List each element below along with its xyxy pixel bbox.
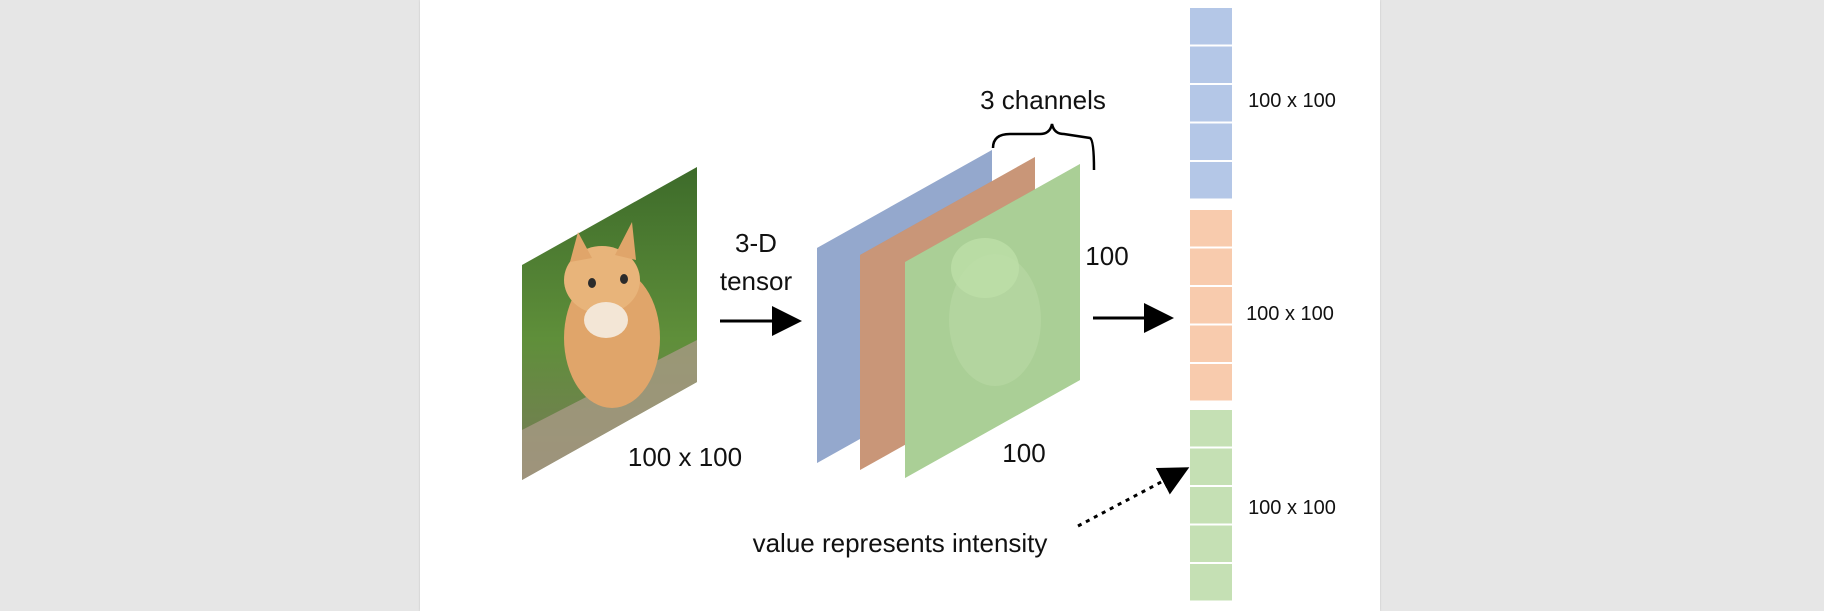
vector-cell-orange	[1190, 364, 1232, 401]
vector-block-label-green: 100 x 100	[1248, 497, 1336, 519]
vector-cell-green	[1190, 525, 1232, 562]
vector-cell-green	[1190, 410, 1232, 447]
vector-cell-orange	[1190, 287, 1232, 324]
kitten-image	[522, 167, 697, 480]
channels-brace	[991, 123, 1096, 171]
flattened-vector	[1190, 8, 1232, 601]
vector-cell-orange	[1190, 325, 1232, 362]
dimension-right-label: 100	[1085, 241, 1128, 271]
vector-cell-blue	[1190, 8, 1232, 45]
channels-label: 3 channels	[980, 85, 1106, 115]
vector-block-label-orange: 100 x 100	[1246, 303, 1334, 325]
vector-cell-green	[1190, 564, 1232, 601]
vector-cell-blue	[1190, 123, 1232, 160]
dimension-bottom-label: 100	[1002, 438, 1045, 468]
vector-cell-blue	[1190, 85, 1232, 122]
image-size-label: 100 x 100	[628, 442, 742, 472]
vector-cell-green	[1190, 487, 1232, 524]
channel-plane-green	[905, 164, 1080, 478]
intensity-pointer-arrow	[1077, 467, 1190, 528]
tensor-label-line1: 3-D	[735, 228, 777, 258]
intensity-note: value represents intensity	[753, 528, 1048, 558]
vector-cell-orange	[1190, 210, 1232, 247]
vector-block-label-blue: 100 x 100	[1248, 90, 1336, 112]
vector-cell-blue	[1190, 46, 1232, 83]
vector-cell-green	[1190, 448, 1232, 485]
vector-cell-blue	[1190, 162, 1232, 199]
vector-cell-orange	[1190, 248, 1232, 285]
tensor-label-line2: tensor	[720, 266, 793, 296]
